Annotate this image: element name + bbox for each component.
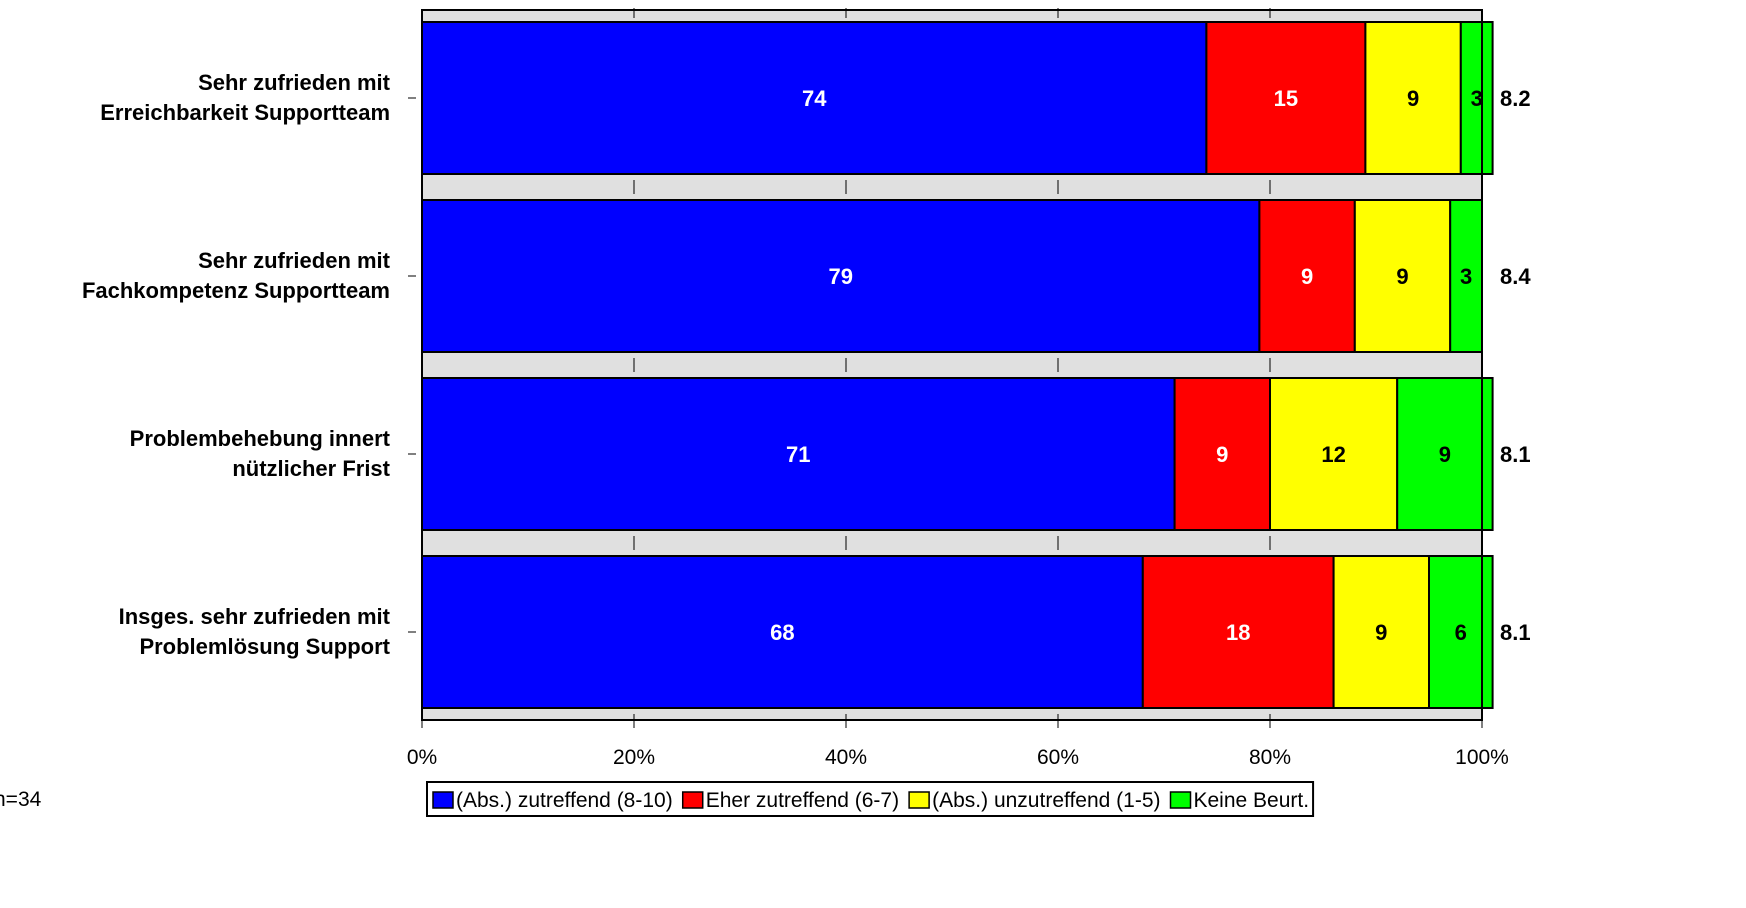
x-tick-label: 40% [825,746,867,769]
x-tick-label: 20% [613,746,655,769]
category-label: Fachkompetenz Supportteam [82,278,390,303]
bar-segment [421,555,1144,709]
legend-swatch [908,791,930,809]
bar-value-label: 6 [1455,620,1467,645]
legend-swatch [681,791,704,809]
bar-value-label: 3 [1460,264,1472,289]
legend-swatch [1169,791,1192,809]
bar-value-label: 68 [770,620,794,645]
bar-value-label: 9 [1396,264,1408,289]
sample-size-note: n=34 [0,788,42,811]
bar-segment [1205,21,1367,175]
labels-layer: 0% 20% 40% 60% 80% 100% 74 15 9 3 Sehr zufrieden m… [82,70,1531,769]
category-label: Insges. sehr zufrieden mit [119,604,391,629]
category-label: Erreichbarkeit Supportteam [100,100,390,125]
bar-value-label: 9 [1301,264,1313,289]
bar-segment [1269,377,1399,531]
mean-value-label: 8.1 [1500,442,1531,467]
legend-label: (Abs.) unzutreffend (1-5) [932,789,1160,812]
x-tick-label: 80% [1249,746,1291,769]
bar-segment [421,199,1261,353]
bar-segment [1332,555,1430,709]
category-label: Problemlösung Support [139,634,390,659]
bar-value-label: 18 [1226,620,1250,645]
legend-label: (Abs.) zutreffend (8-10) [456,789,673,812]
bar-value-label: 74 [802,86,827,111]
category-label: Problembehebung innert [130,426,391,451]
bar-segment [1364,21,1462,175]
legend-label: Keine Beurt. [1194,789,1310,812]
category-label: Sehr zufrieden mit [198,70,391,95]
category-label: Sehr zufrieden mit [198,248,391,273]
bar-segment [1449,199,1483,353]
x-tick-label: 60% [1037,746,1079,769]
legend-label: Eher zutreffend (6-7) [706,789,899,812]
legend-swatch [432,791,454,809]
x-tick-label: 100% [1455,746,1509,769]
bar-segment [1173,377,1271,531]
mean-value-label: 8.4 [1500,264,1531,289]
bar-segment [1459,21,1494,175]
bar-value-label: 9 [1407,86,1419,111]
mean-value-label: 8.2 [1500,86,1531,111]
category-label: nützlicher Frist [232,456,390,481]
bar-value-label: 9 [1439,442,1451,467]
bar-value-label: 71 [786,442,810,467]
bar-segment [421,21,1208,175]
bar-segment [1396,377,1494,531]
legend: (Abs.) zutreffend (8-10) Eher zutreffend … [426,781,1315,817]
bar-value-label: 3 [1471,86,1483,111]
bar-segment [1258,199,1356,353]
bar-value-label: 9 [1375,620,1387,645]
legend-frame [426,781,1315,817]
bar-segment [1141,555,1335,709]
bars-layer [421,21,1494,709]
bar-value-label: 79 [828,264,852,289]
plot-frame [421,9,1483,721]
mean-value-label: 8.1 [1500,620,1531,645]
bar-value-label: 12 [1321,442,1345,467]
bar-value-label: 15 [1274,86,1298,111]
bar-value-label: 9 [1216,442,1228,467]
x-tick-label: 0% [407,746,437,769]
